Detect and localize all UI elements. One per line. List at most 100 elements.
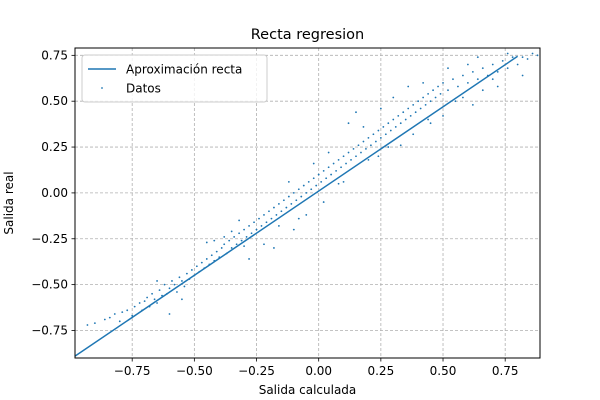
data-point <box>389 129 392 132</box>
data-point <box>143 300 146 303</box>
data-point <box>200 261 203 264</box>
data-point <box>280 210 283 213</box>
data-point <box>419 107 422 110</box>
data-point <box>168 313 171 315</box>
data-point <box>215 250 218 253</box>
data-point <box>297 217 300 220</box>
data-point <box>168 287 171 290</box>
data-point <box>429 100 432 103</box>
data-point <box>230 230 233 233</box>
data-point <box>447 89 449 92</box>
data-point <box>367 158 370 161</box>
data-point <box>292 192 295 194</box>
data-point <box>176 291 178 293</box>
data-point <box>238 219 241 222</box>
data-point <box>178 276 181 279</box>
data-point <box>250 232 253 235</box>
x-tick-label: 0.75 <box>492 364 519 378</box>
data-point <box>516 63 519 66</box>
data-point <box>434 96 437 99</box>
data-point <box>374 140 377 143</box>
data-point <box>362 125 365 128</box>
data-point <box>260 225 263 227</box>
data-point <box>263 214 265 216</box>
data-point <box>327 151 330 154</box>
data-point <box>404 118 407 121</box>
legend: Aproximación recta Datos <box>81 54 268 103</box>
data-point <box>392 96 395 99</box>
data-point <box>305 192 308 194</box>
data-point <box>466 81 469 84</box>
data-point <box>384 133 387 136</box>
data-point <box>126 309 129 312</box>
data-point <box>335 169 337 172</box>
data-point <box>360 151 362 154</box>
data-point <box>382 125 385 128</box>
data-point <box>220 247 223 249</box>
chart-title: Recta regresion <box>251 27 364 43</box>
data-point <box>330 173 333 176</box>
data-point <box>526 58 529 60</box>
data-point <box>422 96 425 99</box>
data-point <box>171 280 173 282</box>
y-tick-label: 0.25 <box>41 140 68 154</box>
data-point <box>399 144 402 147</box>
data-point <box>412 133 415 136</box>
data-point <box>287 195 290 198</box>
data-point <box>399 122 402 125</box>
data-point <box>156 280 158 282</box>
regression-line <box>74 55 519 357</box>
data-point <box>372 133 375 136</box>
data-point <box>347 122 350 125</box>
plot-area <box>74 52 539 357</box>
data-point <box>258 217 260 220</box>
data-point <box>248 258 250 260</box>
y-axis-title: Salida real <box>2 171 16 234</box>
x-tick-label: −0.25 <box>238 364 275 378</box>
data-point <box>370 144 372 147</box>
data-point <box>273 206 275 209</box>
data-point <box>243 228 245 231</box>
data-point <box>521 74 524 77</box>
data-point <box>377 129 380 132</box>
data-point <box>238 232 241 235</box>
data-point <box>496 85 499 88</box>
data-point <box>355 111 357 114</box>
data-point <box>412 103 415 106</box>
data-point <box>223 243 226 246</box>
data-point <box>86 324 89 326</box>
data-point <box>223 236 226 238</box>
legend-box <box>81 54 268 103</box>
data-point <box>253 221 255 224</box>
data-point <box>205 241 208 244</box>
data-point <box>190 269 193 271</box>
data-point <box>427 92 430 95</box>
data-point <box>302 184 305 187</box>
y-tick-label: 0.50 <box>41 94 68 108</box>
data-point <box>205 258 208 260</box>
data-point <box>310 188 313 191</box>
data-point <box>402 111 405 114</box>
data-point <box>337 182 340 185</box>
data-point <box>332 162 335 165</box>
data-point <box>181 280 183 282</box>
legend-label-scatter: Datos <box>126 82 161 96</box>
data-point <box>476 78 479 81</box>
data-point <box>350 158 352 161</box>
data-point <box>315 184 318 187</box>
data-point <box>151 292 153 295</box>
data-point <box>121 311 124 314</box>
legend-scatter-swatch <box>101 87 103 89</box>
y-tick-label: 0.00 <box>41 186 68 200</box>
data-point <box>501 59 504 62</box>
data-point <box>118 320 121 323</box>
data-point <box>305 214 308 216</box>
data-point <box>158 289 161 292</box>
data-point <box>379 136 382 139</box>
data-point <box>273 247 275 249</box>
data-point <box>491 63 494 66</box>
y-tick-label: −0.25 <box>31 232 68 246</box>
data-point <box>521 56 524 59</box>
data-point <box>146 296 149 299</box>
data-point <box>312 177 315 180</box>
